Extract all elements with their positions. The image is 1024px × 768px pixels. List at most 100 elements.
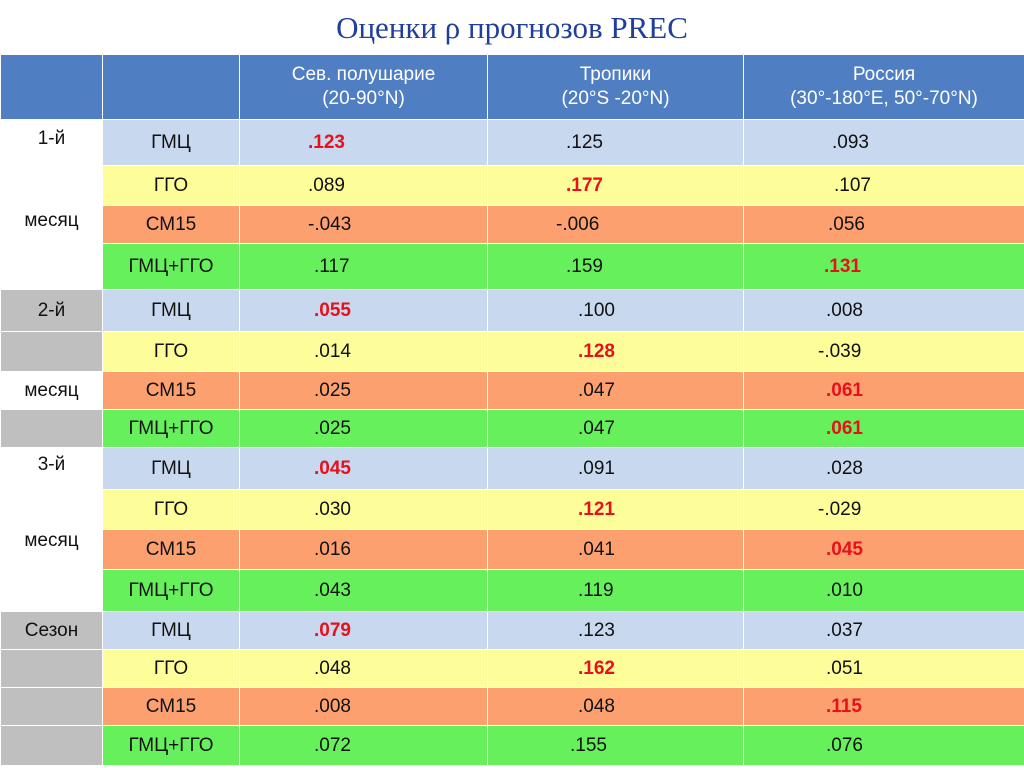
value-cell-ru: -.039 — [743, 331, 1024, 372]
score-value: .043 — [314, 579, 351, 601]
table-row: 2-й ГМЦ .055 .100 .008 — [0, 289, 1024, 332]
value-cell-ru: .115 — [743, 687, 1024, 726]
score-value: .048 — [314, 657, 351, 679]
value-cell-tr: .048 — [487, 687, 744, 726]
table-row: ГГО .089 .177 .107 — [1, 165, 1024, 206]
period-cell: 1-й месяц — [0, 119, 103, 290]
value-cell-ru: .131 — [743, 243, 1024, 290]
value-cell-nh: .025 — [239, 371, 488, 410]
value-cell-ru: .028 — [743, 447, 1024, 490]
table-row: ГМЦ+ГГО .043 .119 .010 — [1, 569, 1024, 612]
value-cell-tr: .159 — [487, 243, 744, 290]
value-cell-ru: .008 — [743, 289, 1024, 332]
header-period — [0, 54, 103, 120]
table-row: ГГО .014 .128 -.039 — [0, 331, 1024, 372]
period-cell — [0, 687, 103, 726]
period-cell — [0, 331, 103, 372]
score-value: .061 — [826, 379, 863, 401]
score-value: .045 — [314, 457, 351, 479]
header-nh-range: (20-90°N) — [322, 88, 405, 109]
score-value: .119 — [578, 579, 614, 601]
model-cell: СМ15 — [102, 687, 240, 726]
period-cell: месяц — [0, 371, 103, 410]
table-row: 1-й месяц ГМЦ .123 .125 .093 — [0, 119, 1024, 290]
value-cell-ru: .076 — [743, 725, 1024, 766]
score-value: .128 — [578, 340, 615, 362]
value-cell-nh: .045 — [239, 447, 488, 490]
value-cell-ru: .045 — [743, 529, 1024, 570]
period-cell: Сезон — [0, 611, 103, 650]
score-value: .061 — [826, 417, 863, 439]
score-value: .016 — [314, 538, 351, 560]
score-value: .089 — [308, 174, 345, 196]
period-label: 3-й — [37, 454, 66, 475]
model-cell: ГМЦ+ГГО — [102, 409, 240, 448]
period-cell — [0, 725, 103, 766]
score-value: .055 — [314, 299, 351, 321]
period-cell: 3-й месяц — [0, 447, 103, 612]
table-row: ГГО .030 .121 -.029 — [1, 489, 1024, 530]
value-cell-tr: .091 — [487, 447, 744, 490]
score-value: .008 — [826, 299, 863, 321]
period-cell: 2-й — [0, 289, 103, 332]
value-cell-ru: .107 — [743, 165, 1024, 206]
score-value: .159 — [566, 255, 603, 277]
value-cell-nh: .030 — [239, 489, 488, 530]
score-value: .155 — [570, 734, 607, 756]
score-value: -.043 — [308, 213, 352, 235]
table-row: СМ15 .008 .048 .115 — [0, 687, 1024, 726]
score-value: .131 — [824, 255, 861, 277]
value-cell-ru: -.029 — [743, 489, 1024, 530]
score-value: .047 — [578, 417, 615, 439]
header-tropics: Тропики (20°S -20°N) — [487, 54, 744, 120]
page-title: Оценки ρ прогнозов PREC — [336, 10, 688, 45]
value-cell-tr: .123 — [487, 611, 744, 650]
score-value: -.039 — [818, 340, 862, 362]
value-cell-nh: .117 — [239, 243, 488, 290]
table-row: СМ15 .016 .041 .045 — [1, 529, 1024, 570]
value-cell-tr: .047 — [487, 371, 744, 410]
score-value: .045 — [826, 538, 863, 560]
header-tropics-name: Тропики — [579, 64, 652, 85]
value-cell-ru: .056 — [743, 205, 1024, 244]
value-cell-tr: .177 — [487, 165, 744, 206]
value-cell-nh: .055 — [239, 289, 488, 332]
period-label-2: месяц — [24, 530, 79, 551]
header-row: Сев. полушарие (20-90°N) Тропики (20°S -… — [0, 54, 1024, 120]
table-row: ГМЦ+ГГО .072 .155 .076 — [0, 725, 1024, 766]
model-cell: ГГО — [102, 489, 240, 530]
score-value: .056 — [828, 213, 865, 235]
score-value: .123 — [308, 131, 345, 153]
value-cell-nh: .025 — [239, 409, 488, 448]
value-cell-tr: .121 — [487, 489, 744, 530]
score-value: .115 — [826, 695, 862, 717]
score-value: .076 — [826, 734, 863, 756]
model-cell: ГМЦ+ГГО — [102, 725, 240, 766]
value-cell-tr: .100 — [487, 289, 744, 332]
prec-scores-table: Сев. полушарие (20-90°N) Тропики (20°S -… — [0, 54, 1024, 766]
score-value: .025 — [314, 417, 351, 439]
score-value: .025 — [314, 379, 351, 401]
value-cell-tr: -.006 — [487, 205, 744, 244]
header-russia-range: (30°-180°E, 50°-70°N) — [790, 88, 978, 109]
value-cell-nh: .014 — [239, 331, 488, 372]
score-value: .107 — [834, 174, 871, 196]
table-row: ГМЦ+ГГО .117 .159 .131 — [1, 243, 1024, 290]
value-cell-nh: .072 — [239, 725, 488, 766]
value-cell-tr: .041 — [487, 529, 744, 570]
score-value: .177 — [566, 174, 603, 196]
score-value: -.029 — [818, 498, 862, 520]
model-cell: ГМЦ — [102, 289, 240, 332]
header-model — [102, 54, 240, 120]
model-cell: ГГО — [102, 331, 240, 372]
score-value: .048 — [578, 695, 615, 717]
model-cell: ГМЦ — [102, 447, 240, 490]
table-row: месяц СМ15 .025 .047 .061 — [0, 371, 1024, 410]
value-cell-tr: .128 — [487, 331, 744, 372]
table-row: ГГО .048 .162 .051 — [0, 649, 1024, 688]
score-value: .047 — [578, 379, 615, 401]
header-nh-name: Сев. полушарие — [291, 64, 436, 85]
score-value: .008 — [314, 695, 351, 717]
value-cell-ru: .037 — [743, 611, 1024, 650]
value-cell-tr: .155 — [487, 725, 744, 766]
